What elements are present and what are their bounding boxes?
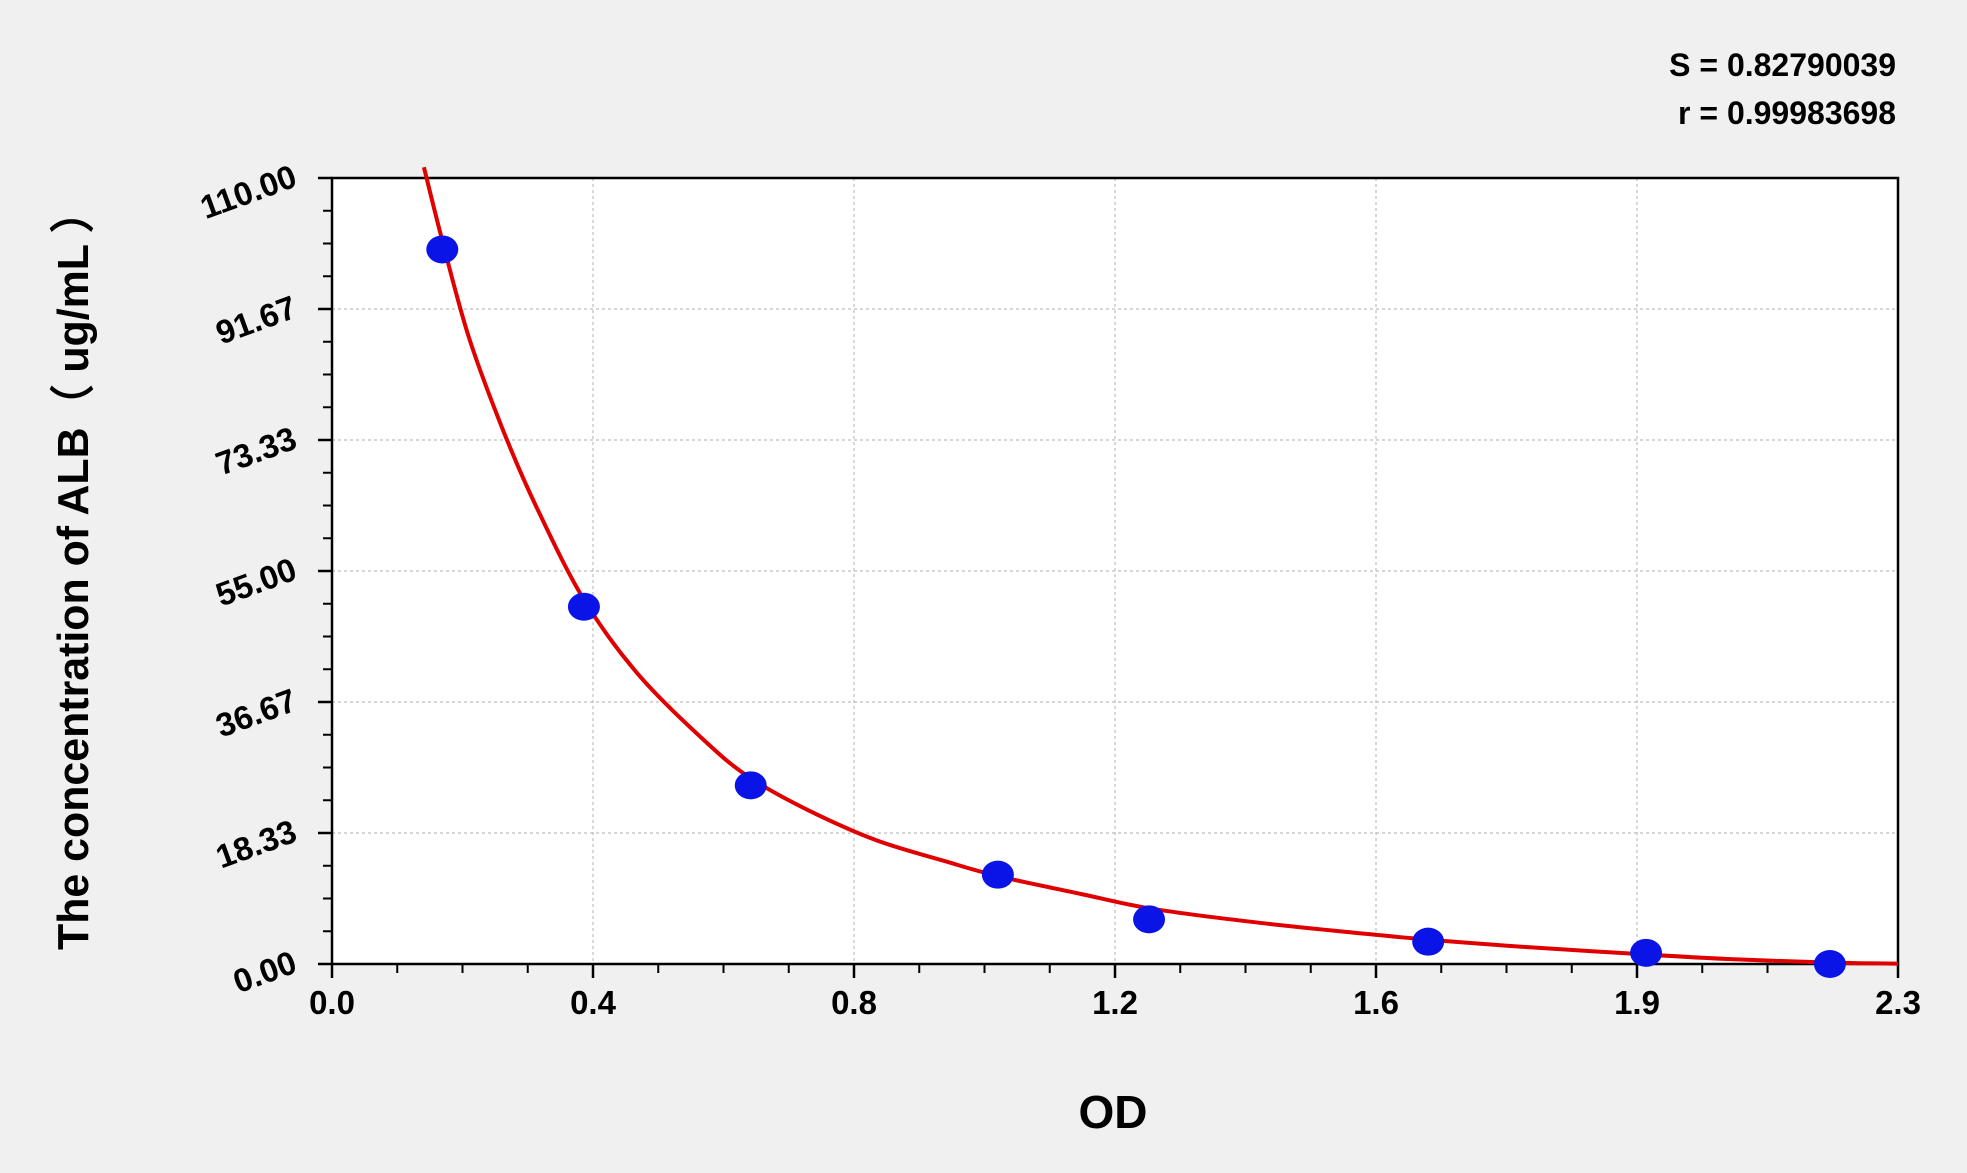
data-point bbox=[1630, 938, 1663, 967]
x-tick-label: 2.3 bbox=[1875, 984, 1921, 1021]
x-axis-title: OD bbox=[1079, 1086, 1148, 1138]
data-point bbox=[1133, 905, 1166, 934]
fit-curve bbox=[421, 166, 1899, 966]
data-point bbox=[981, 860, 1014, 889]
y-tick-label: 0.00 bbox=[228, 943, 301, 1000]
data-point bbox=[1813, 950, 1846, 978]
x-tick-label: 1.9 bbox=[1614, 984, 1660, 1021]
y-axis-title: The concentration of ALB（ ug/mL ） bbox=[49, 190, 98, 950]
y-tick-label: 55.00 bbox=[211, 550, 301, 613]
x-tick-label: 1.6 bbox=[1353, 984, 1399, 1021]
data-points bbox=[426, 235, 1846, 978]
data-point bbox=[567, 592, 600, 621]
x-tick-label: 0.4 bbox=[570, 984, 617, 1021]
data-point bbox=[426, 235, 459, 264]
data-point bbox=[1412, 927, 1445, 956]
y-tick-label: 18.33 bbox=[211, 812, 301, 875]
data-point bbox=[734, 771, 767, 800]
y-tick-label: 36.67 bbox=[211, 681, 301, 744]
minor-ticks bbox=[318, 176, 1900, 978]
x-tick-labels: 0.0 0.4 0.8 1.2 1.6 1.9 2.3 bbox=[309, 984, 1921, 1021]
grid-lines bbox=[332, 178, 1898, 964]
y-tick-labels: 0.00 18.33 36.67 55.00 73.33 91.67 110.00 bbox=[195, 157, 301, 1000]
s-value-text: S = 0.82790039 bbox=[1669, 47, 1896, 83]
x-tick-label: 1.2 bbox=[1092, 984, 1138, 1021]
r-value-text: r = 0.99983698 bbox=[1678, 95, 1896, 131]
y-tick-label: 73.33 bbox=[211, 419, 301, 482]
x-tick-label: 0.8 bbox=[831, 984, 877, 1021]
plot-frame bbox=[330, 176, 1900, 966]
y-tick-label: 91.67 bbox=[211, 288, 301, 351]
x-tick-label: 0.0 bbox=[309, 984, 355, 1021]
y-tick-label: 110.00 bbox=[195, 157, 301, 226]
